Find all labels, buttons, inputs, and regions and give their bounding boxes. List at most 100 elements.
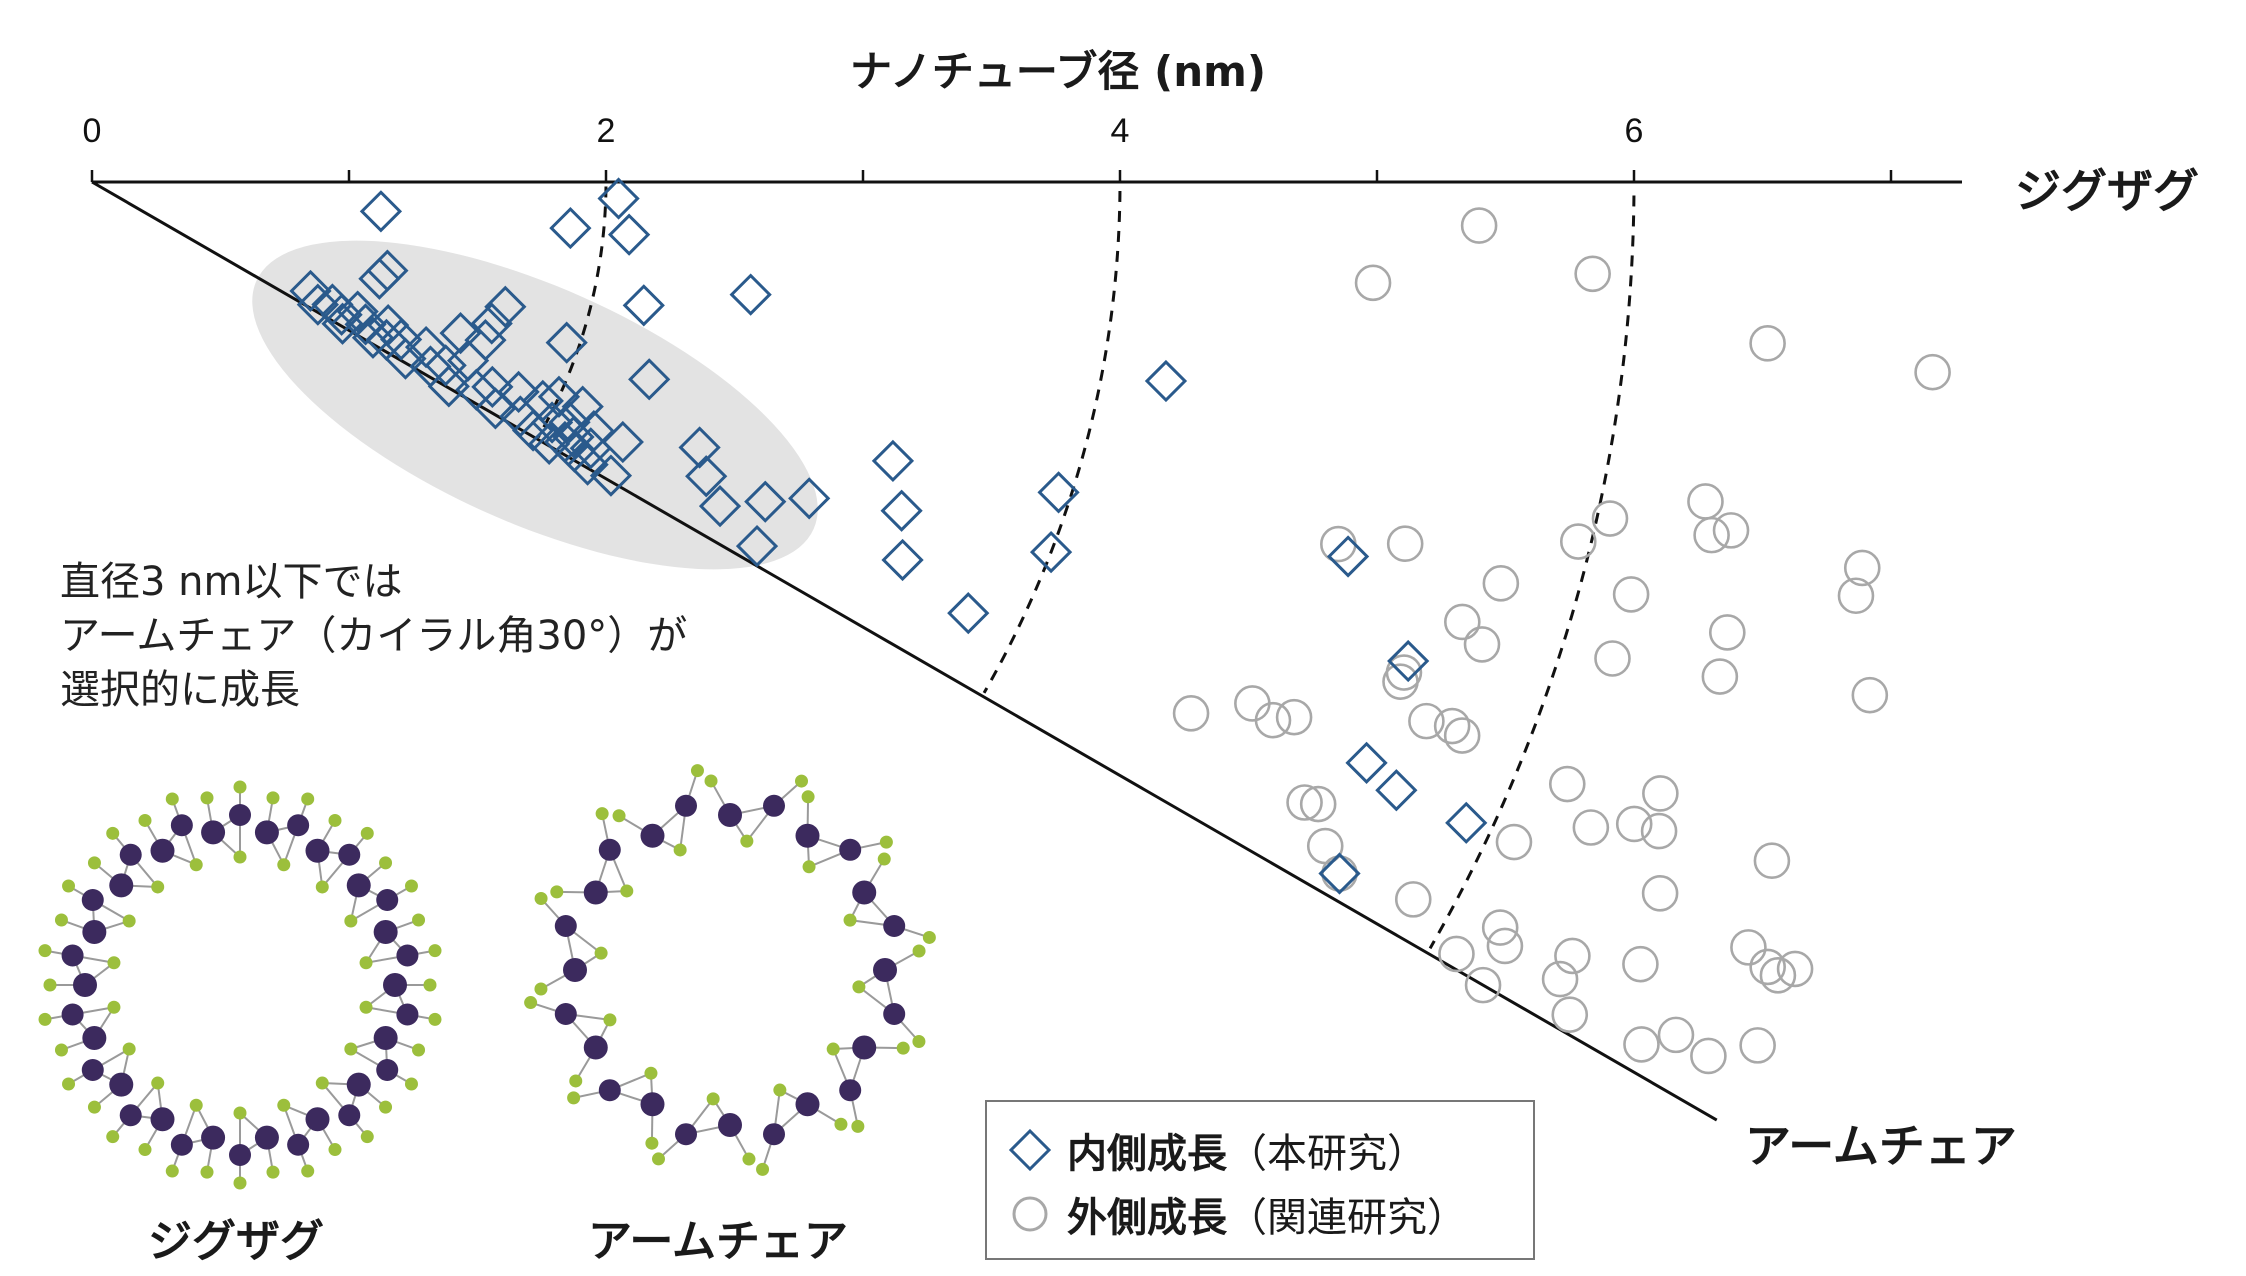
chalcogen-atom (704, 774, 718, 788)
outer-growth-point (1851, 676, 1889, 714)
inner-growth-point (484, 285, 527, 328)
chalcogen-atom (233, 850, 247, 864)
metal-atom (762, 1123, 785, 1146)
outer-growth-point (1551, 996, 1589, 1033)
outer-growth-point (1657, 1016, 1695, 1054)
chalcogen-atom (277, 858, 291, 872)
outer-growth-point (1354, 264, 1392, 302)
chalcogen-atom (62, 1077, 76, 1091)
inner-growth-point (470, 302, 513, 345)
outer-growth-point (1394, 881, 1432, 918)
inner-growth-point (685, 455, 728, 498)
outer-growth-point (1482, 565, 1520, 602)
chalcogen-atom (200, 1165, 214, 1179)
chalcogen-atom (567, 1091, 581, 1105)
metal-atom (150, 838, 175, 863)
zigzag-direction-label: ジグザグ (2015, 164, 2199, 218)
inner-growth-point (549, 206, 592, 250)
outer-growth-point (1386, 525, 1424, 563)
outer-growth-point (1548, 765, 1586, 803)
chalcogen-atom (138, 1143, 152, 1157)
chalcogen-atom (852, 980, 866, 994)
metal-atom (396, 1003, 419, 1026)
armchair-direction-label: アームチェア (1745, 1119, 2017, 1173)
outer-growth-point (1701, 658, 1739, 695)
outer-growth-point (1464, 966, 1502, 1004)
annotation-note: 直径3 nm以下では アームチェア（カイラル角30°）が 選択的に成長 (60, 555, 687, 717)
inner-growth-point (597, 177, 640, 220)
chalcogen-atom (612, 809, 626, 823)
metal-atom (61, 944, 84, 967)
outer-growth-points (1172, 207, 1951, 1075)
metal-atom (254, 1125, 279, 1150)
chalcogen-atom (879, 835, 893, 849)
legend-outer-rest: （関連研究） (1227, 1195, 1467, 1241)
chalcogen-atom (922, 930, 936, 944)
metal-atom (376, 889, 399, 911)
inner-growth-point (320, 293, 363, 336)
inner-growth-point (380, 318, 423, 361)
note-line-2: アームチェア（カイラル角30°）が (60, 613, 688, 659)
outer-growth-point (1730, 929, 1767, 966)
chalcogen-atom (428, 1012, 442, 1026)
metal-atom (598, 838, 621, 861)
inner-growth-point (1375, 769, 1418, 812)
metal-atom (554, 1002, 577, 1025)
inner-growth-point (358, 257, 401, 300)
inner-growth-point (1387, 639, 1430, 683)
inner-growth-point (569, 427, 612, 470)
armchair-structure-caption: アームチェア (588, 1216, 849, 1267)
chalcogen-atom (43, 978, 57, 992)
chalcogen-atom (200, 791, 214, 805)
chalcogen-atom (404, 1077, 418, 1091)
chalcogen-atom (62, 879, 76, 893)
inner-growth-point (471, 365, 514, 409)
zigzag-structure-caption: ジグザグ (148, 1216, 324, 1267)
legend-outer-bold: 外側成長 (1067, 1195, 1227, 1241)
metal-atom (229, 1144, 251, 1166)
inner-growth-point (589, 454, 633, 497)
inner-growth-point (566, 443, 609, 486)
outer-growth-point (1572, 809, 1610, 846)
legend-circle-icon (1012, 1196, 1048, 1232)
inner-growth-point (351, 316, 395, 359)
inner-growth-points (289, 177, 1488, 895)
metal-atom (640, 823, 665, 848)
chalcogen-atom (122, 1042, 136, 1056)
chalcogen-atom (359, 1000, 373, 1014)
chalcogen-atom (344, 914, 358, 928)
metal-atom (305, 838, 330, 863)
chalcogen-atom (645, 1136, 659, 1150)
metal-atom (109, 873, 134, 898)
metal-atom (883, 915, 906, 938)
chalcogen-atom (189, 1098, 203, 1112)
chalcogen-atom (756, 1162, 770, 1176)
metal-atom (73, 973, 97, 997)
metal-atom (82, 919, 107, 944)
inner-growth-point (1144, 359, 1188, 403)
outer-growth-point (1753, 842, 1791, 880)
chalcogen-atom (328, 813, 342, 827)
inner-growth-point (788, 477, 831, 520)
inner-growth-point (359, 190, 403, 233)
legend: 内側成長（本研究） 外側成長（関連研究） (985, 1100, 1535, 1260)
chalcogen-atom (328, 1143, 342, 1157)
inner-growth-point (497, 370, 540, 414)
inner-growth-point (1318, 852, 1361, 895)
inner-growth-point (530, 401, 574, 444)
outer-growth-point (1749, 948, 1786, 986)
metal-atom (373, 919, 398, 944)
chalcogen-atom (233, 1106, 247, 1120)
metal-atom (305, 1107, 330, 1132)
chalcogen-atom (301, 1164, 315, 1178)
chalcogen-atom (550, 885, 564, 899)
metal-atom (675, 794, 698, 817)
chalcogen-atom (266, 1165, 280, 1179)
chalcogen-atom (165, 1164, 179, 1178)
chalcogen-atom (106, 826, 120, 840)
metal-atom (563, 958, 587, 982)
outer-growth-point (1712, 512, 1750, 549)
inner-growth-point (608, 213, 651, 256)
chalcogen-atom (233, 780, 247, 794)
inner-growth-point (744, 480, 787, 523)
